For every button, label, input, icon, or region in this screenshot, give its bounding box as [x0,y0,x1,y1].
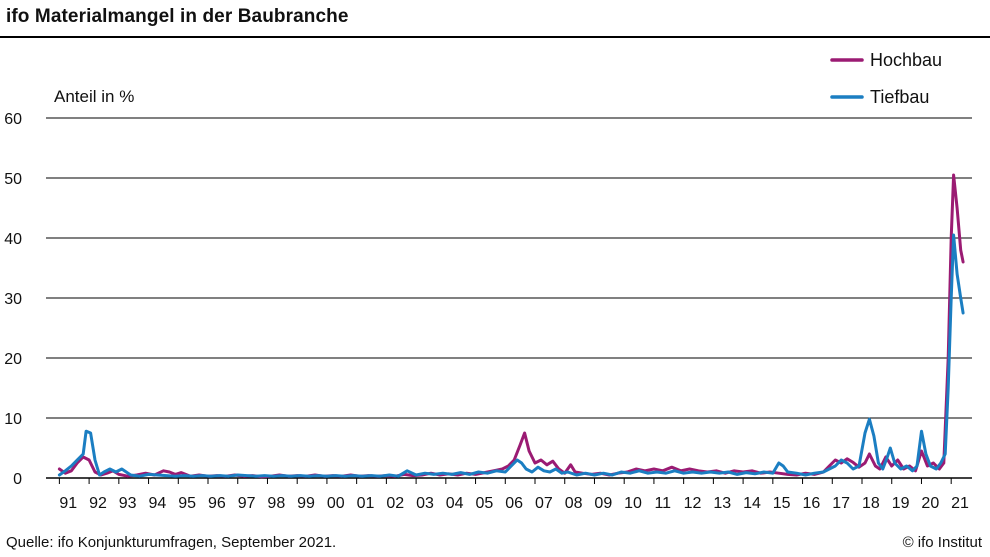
x-tick-label: 95 [178,495,196,512]
y-tick-label: 30 [4,291,22,308]
x-tick-label: 07 [535,495,553,512]
x-tick-label: 02 [386,495,404,512]
grid [46,117,972,479]
y-tick-label: 50 [4,171,22,188]
series [57,173,965,479]
x-tick-label: 10 [624,495,642,512]
source-note: Quelle: ifo Konjunkturumfragen, Septembe… [6,534,337,551]
y-tick-label: 0 [13,471,22,488]
x-tick-label: 15 [773,495,791,512]
x-tick-label: 20 [921,495,939,512]
x-tick-label: 12 [684,495,702,512]
x-tick-label: 97 [238,495,256,512]
x-tick-label: 08 [565,495,583,512]
x-tick-label: 13 [713,495,731,512]
y-axis: 0 10 20 30 40 50 60 [4,111,22,488]
x-tick-label: 09 [594,495,612,512]
y-tick-label: 10 [4,411,22,428]
series-line-tiefbau [57,233,965,478]
x-tick-label: 16 [803,495,821,512]
x-tick-label: 93 [119,495,137,512]
x-tick-label: 94 [149,495,167,512]
x-tick-label: 04 [446,495,464,512]
x-tick-label: 98 [267,495,285,512]
x-tick-label: 05 [476,495,494,512]
x-tick-label: 18 [862,495,880,512]
x-tick-label: 19 [892,495,910,512]
x-tick-label: 01 [357,495,375,512]
legend-label-hochbau: Hochbau [870,50,942,70]
chart-title: ifo Materialmangel in der Baubranche [6,6,349,27]
x-tick-label: 99 [297,495,315,512]
x-tick-label: 11 [654,495,671,512]
y-tick-label: 40 [4,231,22,248]
x-tick-label: 17 [832,495,850,512]
x-tick-label: 91 [59,495,77,512]
y-axis-label: Anteil in % [54,87,134,106]
y-tick-label: 20 [4,351,22,368]
x-tick-label: 14 [743,495,761,512]
x-tick-label: 00 [327,495,345,512]
title-rule [0,36,990,38]
x-tick-label: 92 [89,495,107,512]
x-tick-label: 21 [951,495,969,512]
legend: Hochbau Tiefbau [830,50,942,107]
copyright: © ifo Institut [902,534,982,551]
x-tick-label: 03 [416,495,434,512]
legend-label-tiefbau: Tiefbau [870,87,929,107]
x-axis: 91 92 93 94 95 96 97 98 99 00 01 02 03 04 05 06 07 08 09 10… [58,478,969,512]
x-tick-label: 06 [505,495,523,512]
y-tick-label: 60 [4,111,22,128]
x-tick-label: 96 [208,495,226,512]
series-line-hochbau [57,173,965,479]
